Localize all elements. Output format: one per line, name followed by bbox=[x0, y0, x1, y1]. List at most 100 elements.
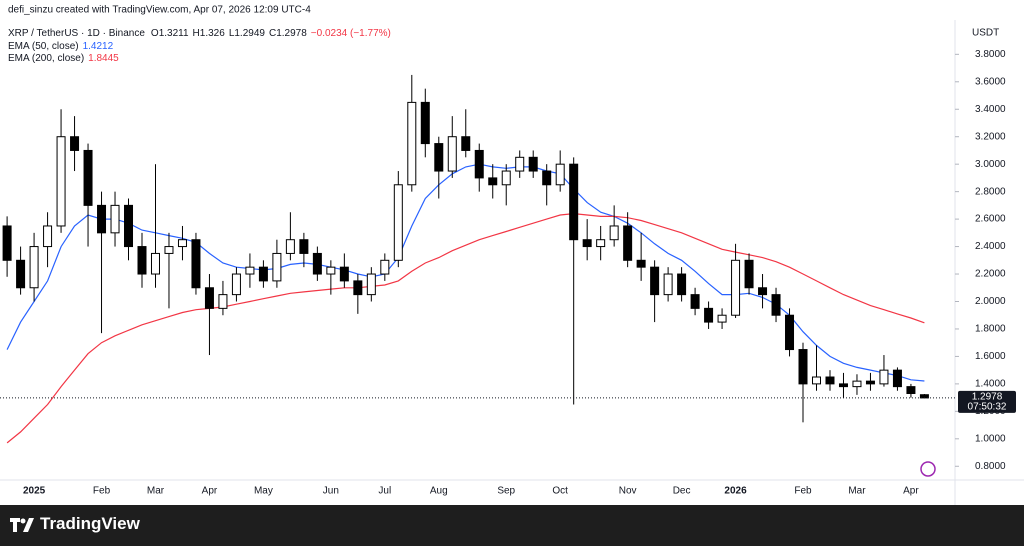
candle-body bbox=[380, 259, 390, 275]
candle-body bbox=[461, 136, 471, 151]
y-tick-label: 3.8000 bbox=[975, 49, 1006, 60]
legend-name: EMA (50, close) bbox=[8, 41, 79, 52]
candle-body bbox=[825, 376, 835, 385]
candle-body bbox=[717, 314, 727, 323]
candle-body bbox=[83, 149, 93, 206]
y-tick-label: 3.4000 bbox=[975, 104, 1006, 115]
x-tick-label: Feb bbox=[794, 486, 812, 497]
logo-text: TradingView bbox=[40, 514, 140, 533]
x-tick-label: Aug bbox=[430, 486, 448, 497]
candle-body bbox=[70, 136, 80, 151]
candle-body bbox=[447, 136, 457, 172]
candle-body bbox=[744, 259, 754, 289]
x-tick-label: Oct bbox=[552, 486, 568, 497]
candle-body bbox=[569, 163, 579, 241]
x-tick-label: Apr bbox=[903, 486, 919, 497]
y-tick-label: 2.2000 bbox=[975, 269, 1006, 280]
candle-body bbox=[16, 259, 26, 289]
candle-body bbox=[124, 204, 134, 248]
candle-body bbox=[771, 294, 781, 316]
logo-mark bbox=[10, 517, 34, 532]
candle-body bbox=[434, 143, 444, 172]
y-tick-label: 2.8000 bbox=[975, 186, 1006, 197]
footer: TradingView bbox=[0, 505, 1024, 546]
legend-entry: EMA (50, close) 1.4212 bbox=[8, 41, 114, 52]
logo: TradingView bbox=[10, 514, 140, 534]
candle-body bbox=[420, 101, 430, 145]
y-tick-label: 1.6000 bbox=[975, 351, 1006, 362]
x-tick-label: Apr bbox=[202, 486, 218, 497]
candle-body bbox=[339, 266, 349, 282]
x-tick-label: Nov bbox=[619, 486, 637, 497]
legend-title: XRP / TetherUS · 1D · Binance O1.3211 H1.3… bbox=[8, 28, 391, 39]
ohlc-value: 1.2949 bbox=[234, 28, 265, 39]
y-tick-label: 3.6000 bbox=[975, 76, 1006, 87]
candle-body bbox=[650, 266, 660, 296]
candle-body bbox=[326, 266, 336, 275]
legend-entry: EMA (200, close) 1.8445 bbox=[8, 53, 119, 64]
candle-body bbox=[542, 170, 552, 186]
candle-body bbox=[636, 259, 646, 268]
alert-icon[interactable] bbox=[920, 461, 936, 477]
ema-line bbox=[6, 212, 925, 444]
candle-body bbox=[690, 294, 700, 309]
x-tick-label: 2026 bbox=[724, 486, 747, 497]
candle-body bbox=[812, 376, 821, 385]
candle-body bbox=[272, 252, 282, 282]
ohlc-value: 1.326 bbox=[200, 28, 225, 39]
candle-body bbox=[2, 225, 12, 261]
candle-body bbox=[663, 273, 673, 296]
candle-body bbox=[582, 239, 592, 248]
ohlc-key: O bbox=[151, 28, 159, 39]
y-tick-label: 1.8000 bbox=[975, 324, 1006, 335]
candle-body bbox=[258, 266, 268, 282]
ohlc-key: C bbox=[269, 28, 276, 39]
ohlc-key: L bbox=[229, 28, 235, 39]
candle-body bbox=[596, 239, 606, 248]
price-label: 1.2978 bbox=[972, 392, 1003, 403]
candle-body bbox=[798, 349, 808, 385]
x-tick-label: 2025 bbox=[23, 486, 46, 497]
candle-body bbox=[97, 204, 107, 234]
candle-body bbox=[407, 101, 417, 186]
candle-body bbox=[852, 380, 862, 388]
x-tick-label: Jul bbox=[378, 486, 391, 497]
candle-body bbox=[758, 287, 768, 296]
ohlc-value: 1.2978 bbox=[276, 28, 307, 39]
candle-body bbox=[623, 225, 633, 261]
x-tick-label: Feb bbox=[93, 486, 111, 497]
candle-body bbox=[191, 239, 201, 289]
candle-body bbox=[29, 246, 39, 289]
ema-line bbox=[6, 163, 925, 382]
candle-body bbox=[515, 156, 525, 172]
ohlc-key: H bbox=[193, 28, 200, 39]
credit: defi_sinzu created with TradingView.com,… bbox=[8, 5, 311, 16]
legend-value: 1.8445 bbox=[88, 53, 119, 64]
candle-body bbox=[393, 184, 403, 261]
candle-body bbox=[177, 239, 187, 248]
candle-body bbox=[555, 163, 565, 186]
y-tick-label: 2.6000 bbox=[975, 214, 1006, 225]
candle-body bbox=[245, 266, 255, 275]
candle-body bbox=[164, 246, 174, 254]
candle-body bbox=[150, 252, 160, 275]
candle-body bbox=[731, 259, 741, 316]
candle-body bbox=[501, 170, 511, 186]
candle-body bbox=[704, 307, 714, 323]
candle-body bbox=[110, 204, 120, 234]
candle-body bbox=[474, 149, 484, 179]
chart: defi_sinzu created with TradingView.com,… bbox=[0, 5, 1024, 505]
y-tick-label: 0.8000 bbox=[975, 461, 1006, 472]
y-tick-label: 3.0000 bbox=[975, 159, 1006, 170]
candle-body bbox=[285, 239, 295, 254]
x-tick-label: Mar bbox=[147, 486, 165, 497]
candle-body bbox=[838, 383, 848, 388]
symbol: XRP / TetherUS · 1D · Binance bbox=[8, 28, 145, 39]
change: −0.0234 (−1.77%) bbox=[311, 28, 391, 39]
candle-body bbox=[353, 280, 363, 296]
candle-body bbox=[488, 177, 498, 186]
candle-body bbox=[312, 252, 322, 275]
y-tick-label: 2.4000 bbox=[975, 241, 1006, 252]
candle-body bbox=[906, 386, 916, 394]
